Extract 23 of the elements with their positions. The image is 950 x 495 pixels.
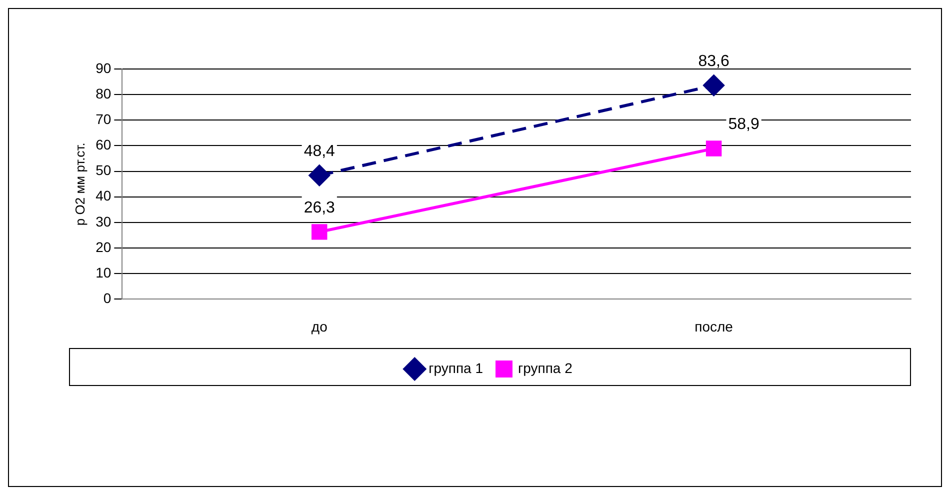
- data-label: 48,4: [304, 142, 336, 160]
- y-axis-title: p O2 мм рт.ст.: [72, 142, 88, 226]
- y-tick-label: 0: [103, 290, 112, 306]
- data-label: 26,3: [304, 199, 336, 216]
- y-tick-label: 40: [96, 188, 112, 204]
- point: [703, 74, 724, 96]
- x-tick-label: до: [311, 318, 328, 334]
- point: [706, 140, 722, 156]
- y-tick-label: 90: [96, 60, 112, 76]
- y-tick-label: 20: [96, 238, 112, 255]
- legend-label: группа 1: [428, 360, 484, 376]
- y-tick-label: 10: [96, 264, 112, 280]
- y-tick-label: 30: [96, 213, 112, 230]
- point: [312, 224, 328, 240]
- y-tick-label: 70: [96, 111, 112, 128]
- x-tick-label: после: [694, 318, 734, 334]
- y-tick-label: 60: [96, 136, 112, 153]
- point: [308, 164, 330, 186]
- legend-label: группа 2: [518, 360, 573, 376]
- data-label: 58,9: [728, 116, 760, 133]
- y-tick-label: 80: [96, 85, 112, 102]
- y-tick-label: 50: [96, 162, 112, 178]
- data-label: 83,6: [698, 52, 730, 70]
